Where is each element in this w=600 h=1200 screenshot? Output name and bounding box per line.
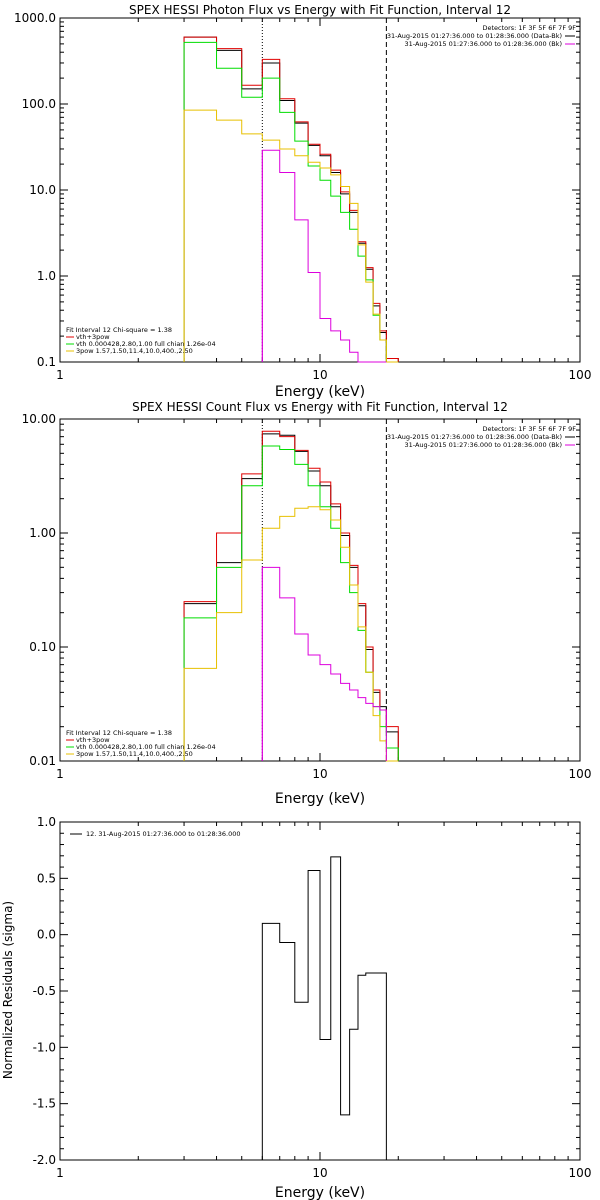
y-tick-label: 1.0 [37, 815, 56, 829]
count-flux-chi-square-label: Fit Interval 12 Chi-square = 1.38 [66, 729, 172, 737]
legend-bottom-entry: vth 0.000428,2.80,1.00 full chian 1.26e-… [76, 743, 216, 751]
count-flux-title: SPEX HESSI Count Flux vs Energy with Fit… [132, 400, 508, 414]
photon-flux-marks: 0.1 1.0 10.0 100.0 1000.0 1 10 100 31-Aug-2015 0… [14, 11, 591, 382]
residuals-y-axis-label: Normalized Residuals (sigma) [1, 901, 15, 1079]
power-series-line [183, 109, 399, 363]
count-flux-marks: 0.01 0.10 1.00 10.00 1 10 100 31-Aug-2015 01:27… [22, 412, 592, 781]
legend-bottom-entry: 3pow 1.57,1.50,11.4,10.0,400.,2.50 [76, 750, 193, 758]
power-series-line [183, 506, 399, 762]
y-tick-label: -1.0 [33, 1040, 56, 1054]
photon-flux-detectors-label: Detectors: 1F 3F 5F 6F 7F 9F [482, 24, 576, 32]
x-tick-label: 10 [312, 767, 327, 781]
y-tick-label: 100.0 [22, 97, 56, 111]
y-tick-label: -2.0 [33, 1153, 56, 1167]
background-series-line [261, 149, 387, 363]
y-tick-label: 10.00 [22, 412, 56, 426]
total-series-line [183, 430, 399, 761]
photon-flux-x-axis-label: Energy (keV) [275, 384, 365, 400]
y-tick-label: -1.5 [33, 1097, 56, 1111]
residuals-panel: -2.0 -1.5 -1.0 -0.5 0.0 0.5 1.0 1 10 100 12. 31-Au… [1, 815, 591, 1200]
legend-bottom-entry: 3pow 1.57,1.50,11.4,10.0,400.,2.50 [76, 347, 193, 355]
y-tick-label: 1000.0 [14, 11, 56, 25]
legend-top-entry: 31-Aug-2015 01:27:36.000 to 01:28:36.000… [405, 441, 562, 449]
y-tick-label: 1.0 [37, 269, 56, 283]
x-tick-label: 1 [56, 1166, 64, 1180]
x-tick-label: 100 [569, 368, 592, 382]
count-flux-detectors-label: Detectors: 1F 3F 5F 6F 7F 9F [482, 425, 576, 433]
photon-flux-panel: SPEX HESSI Photon Flux vs Energy with Fi… [14, 3, 591, 400]
y-tick-label: 10.0 [29, 183, 56, 197]
x-tick-label: 100 [569, 767, 592, 781]
data-series-line [261, 856, 387, 1160]
y-tick-label: 0.10 [29, 640, 56, 654]
legend-top-entry: 12. 31-Aug-2015 01:27:36.000 to 01:28:36… [86, 830, 241, 838]
x-tick-label: 10 [312, 1166, 327, 1180]
x-tick-label: 1 [56, 767, 64, 781]
data-series-line [183, 36, 399, 363]
legend-bottom-entry: vth+3pow [76, 333, 110, 341]
y-tick-label: 0.1 [37, 355, 56, 369]
thermal-series-line [183, 41, 399, 363]
x-tick-label: 1 [56, 368, 64, 382]
photon-flux-chi-square-label: Fit Interval 12 Chi-square = 1.38 [66, 326, 172, 334]
residuals-x-axis-label: Energy (keV) [275, 1185, 365, 1200]
photon-flux-title: SPEX HESSI Photon Flux vs Energy with Fi… [129, 3, 511, 17]
legend-bottom-entry: vth+3pow [76, 736, 110, 744]
legend-top-entry: 31-Aug-2015 01:27:36.000 to 01:28:36.000… [405, 40, 562, 48]
background-series-line [261, 566, 387, 761]
legend-top-entry: 31-Aug-2015 01:27:36.000 to 01:28:36.000… [387, 433, 562, 441]
y-tick-label: 1.00 [29, 526, 56, 540]
count-flux-panel: SPEX HESSI Count Flux vs Energy with Fit… [22, 400, 592, 807]
total-series-line [183, 36, 399, 362]
legend-bottom-entry: vth 0.000428,2.80,1.00 full chian 1.26e-… [76, 340, 216, 348]
x-tick-label: 100 [569, 1166, 592, 1180]
x-tick-label: 10 [312, 368, 327, 382]
y-tick-label: 0.5 [37, 871, 56, 885]
y-tick-label: 0.0 [37, 928, 56, 942]
y-tick-label: 0.01 [29, 754, 56, 768]
count-flux-x-axis-label: Energy (keV) [275, 791, 365, 807]
residuals-marks: -2.0 -1.5 -1.0 -0.5 0.0 0.5 1.0 1 10 100 12. 31-Au… [33, 815, 592, 1180]
y-tick-label: -0.5 [33, 984, 56, 998]
legend-top-entry: 31-Aug-2015 01:27:36.000 to 01:28:36.000… [387, 32, 562, 40]
